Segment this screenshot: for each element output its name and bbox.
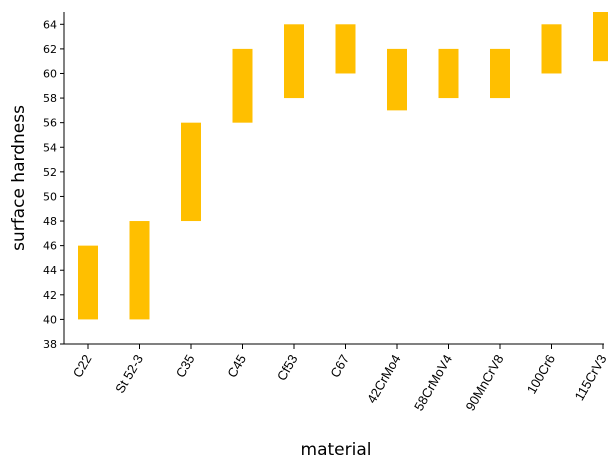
- x-tick-label: Cf53: [274, 352, 301, 383]
- bar-c22: [78, 245, 98, 320]
- x-tick-label: C45: [224, 352, 249, 380]
- y-tick-label: 42: [43, 289, 57, 302]
- y-tick-label: 56: [43, 117, 57, 130]
- y-tick-label: 58: [43, 92, 57, 105]
- x-tick-label: C67: [327, 352, 352, 380]
- y-tick-label: 54: [43, 141, 57, 154]
- y-ticks-group: 38 40 42 44 46 48 50 52 54 56 58 60 62 64: [43, 18, 64, 351]
- y-tick-label: 38: [43, 338, 57, 351]
- y-tick-label: 52: [43, 166, 57, 179]
- y-tick-label: 44: [43, 264, 57, 277]
- bar-c67: [335, 24, 356, 74]
- y-tick-label: 50: [43, 190, 57, 203]
- bar-90mncrv8: [490, 48, 510, 99]
- x-tick-label: 115CrV3: [571, 352, 608, 403]
- x-tick-label: 58CrMoV4: [411, 352, 455, 413]
- bar-st-52-3: [129, 221, 150, 320]
- x-tick-label: 100Cr6: [524, 352, 558, 396]
- bar-cf53: [284, 24, 304, 99]
- bar-100cr6: [541, 24, 562, 74]
- x-tick-label: 42CrMo4: [364, 352, 404, 406]
- x-tick-label: C22: [70, 352, 95, 380]
- y-tick-label: 62: [43, 43, 57, 56]
- bar-42crmo4: [387, 48, 407, 111]
- y-tick-label: 64: [43, 18, 57, 31]
- bar-c35: [181, 122, 201, 222]
- bar-58crmov4: [438, 48, 459, 99]
- bar-115crv3: [593, 12, 608, 62]
- bar-c45: [232, 48, 253, 123]
- x-tick-label: C35: [173, 352, 198, 380]
- bars-group: [78, 12, 608, 320]
- y-tick-label: 40: [43, 313, 57, 326]
- y-axis-title: surface hardness: [9, 105, 29, 251]
- x-ticks-group: C22 St 52-3 C35 C45 Cf53 C67 42CrMo4 58CrMoV4 90…: [70, 344, 608, 413]
- x-tick-label: St 52-3: [112, 352, 146, 396]
- y-tick-label: 60: [43, 67, 57, 80]
- y-tick-label: 46: [43, 240, 57, 253]
- x-axis-title: material: [301, 440, 372, 458]
- x-tick-label: 90MnCrV8: [463, 352, 507, 413]
- y-tick-label: 48: [43, 215, 57, 228]
